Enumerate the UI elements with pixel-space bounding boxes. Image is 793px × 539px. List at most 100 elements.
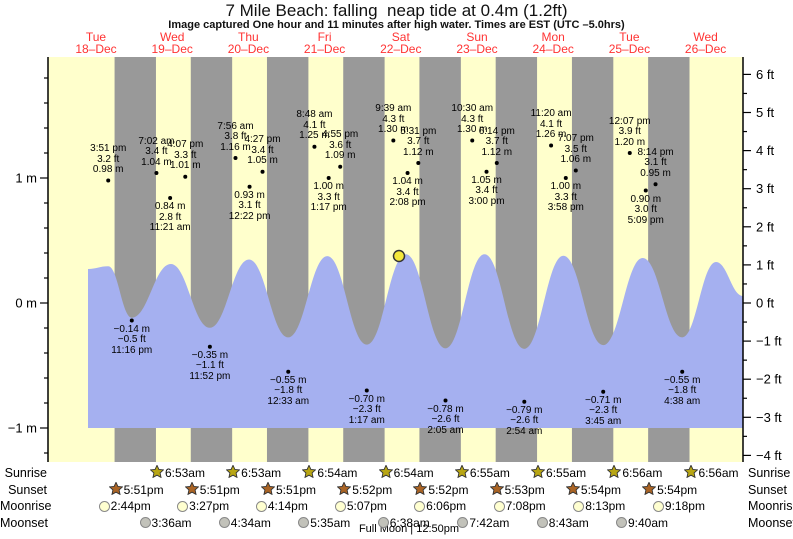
tide-point-dot xyxy=(573,168,578,173)
moonset-time: 5:35am xyxy=(310,515,351,530)
tide-point-label: −0.70 m −2.3 ft 1:17 am xyxy=(348,393,385,426)
tide-point-label: 4:55 pm 3.6 ft 1.09 m xyxy=(322,129,359,162)
right-axis-label: −3 ft xyxy=(756,410,782,425)
sunrise-time: 6:54am xyxy=(393,466,434,480)
tide-point-dot xyxy=(364,388,369,393)
tide-point-label: −0.14 m −0.5 ft 11:16 pm xyxy=(111,323,153,356)
moonrise-entry: 6:06pm xyxy=(413,499,466,513)
sunrise-entry: 6:56am xyxy=(683,464,739,481)
moonrise-circle-icon xyxy=(255,500,267,512)
row-label-moonset: Moonset xyxy=(0,515,48,530)
sunset-star-icon xyxy=(565,480,581,498)
tide-point-dot xyxy=(643,188,648,193)
sunset-star-icon xyxy=(108,480,124,498)
moonset-circle-icon xyxy=(218,517,230,528)
left-axis-label: −1 m xyxy=(8,421,37,436)
moonrise-time: 4:14pm xyxy=(267,499,308,513)
tide-point-dot xyxy=(183,174,188,179)
tide-point-dot xyxy=(326,176,331,180)
sunset-entry: 5:51pm xyxy=(260,480,316,497)
tide-point-label: 12:07 pm 3.9 ft 1.20 m xyxy=(608,115,651,148)
tide-point-dot xyxy=(338,164,343,169)
sunrise-star-icon xyxy=(149,464,165,481)
sunrise-entry: 6:53am xyxy=(225,464,281,481)
moonset-circle-icon xyxy=(139,517,151,528)
day-label: Sat 22–Dec xyxy=(380,30,422,56)
sunset-star-icon xyxy=(184,480,200,498)
tide-point-dot xyxy=(106,178,111,183)
tide-point-dot xyxy=(207,344,212,349)
tide-point-dot xyxy=(549,143,554,148)
sunrise-time: 6:53am xyxy=(164,466,205,480)
sunset-time: 5:52pm xyxy=(352,482,393,497)
moonrise-time: 8:13pm xyxy=(585,499,626,513)
sunrise-entry: 6:54am xyxy=(301,464,357,480)
sunset-star-icon xyxy=(412,480,428,498)
moonrise-circle-icon xyxy=(573,500,585,512)
sunset-entry: 5:54pm xyxy=(565,480,621,498)
moonrise-time: 6:06pm xyxy=(426,499,467,513)
tide-point-label: 3:51 pm 3.2 ft 0.98 m xyxy=(90,143,127,175)
tide-point-label: 4:27 pm 3.4 ft 1.05 m xyxy=(244,134,281,167)
tide-point-dot xyxy=(154,171,159,175)
day-label: Fri 21–Dec xyxy=(303,30,346,56)
left-axis-label: 1 m xyxy=(15,171,37,186)
row-label-sunrise: Sunrise xyxy=(4,466,47,480)
left-axis-label: 0 m xyxy=(15,296,37,311)
moonrise-circle-icon xyxy=(98,500,110,512)
tide-point-label: 6:14 pm 3.7 ft 1.12 m xyxy=(478,125,515,158)
moonset-time: 8:43am xyxy=(548,515,589,530)
moonset-entry: 6:38am xyxy=(377,516,430,530)
day-label: Mon 24–Dec xyxy=(532,30,574,56)
sunrise-star-icon xyxy=(606,464,622,481)
tide-point-dot xyxy=(405,171,410,175)
right-axis-label: 3 ft xyxy=(756,181,774,196)
tide-point-label: 1.00 m 3.3 ft 3:58 pm xyxy=(547,181,584,213)
row-label-sunrise: Sunrise xyxy=(748,466,791,480)
sunset-time: 5:54pm xyxy=(580,482,621,497)
moonset-entry: 9:40am xyxy=(615,516,668,530)
sunset-entry: 5:52pm xyxy=(336,480,393,497)
moonrise-entry: 2:44pm xyxy=(98,499,151,513)
sunset-time: 5:54pm xyxy=(657,482,698,497)
sunset-entry: 5:51pm xyxy=(108,480,164,498)
moonset-time: 9:40am xyxy=(627,515,669,530)
moonset-entry: 8:43am xyxy=(536,516,589,530)
moonset-time: 3:36am xyxy=(151,515,192,530)
sunset-time: 5:51pm xyxy=(123,482,164,497)
sunrise-time: 6:55am xyxy=(469,466,510,480)
day-label: Tue 18–Dec xyxy=(75,30,117,56)
tide-point-label: 11:20 am 4.1 ft 1.26 m xyxy=(530,108,572,140)
tide-point-dot xyxy=(391,138,396,143)
moonset-circle-icon xyxy=(615,517,627,528)
sunrise-star-icon xyxy=(530,464,546,481)
moonset-circle-icon xyxy=(377,517,389,528)
sunrise-star-icon xyxy=(454,464,470,481)
day-label: Thu 20–Dec xyxy=(227,30,270,56)
tide-point-label: 4:07 pm 3.3 ft 1.01 m xyxy=(167,139,204,172)
sunrise-entry: 6:56am xyxy=(606,464,662,481)
tide-point-dot xyxy=(680,369,685,374)
sunrise-entry: 6:55am xyxy=(454,464,510,481)
day-label: Sun 23–Dec xyxy=(456,30,498,56)
moonrise-circle-icon xyxy=(334,500,346,512)
moonrise-time: 3:27pm xyxy=(189,499,230,513)
moonset-circle-icon xyxy=(457,517,469,528)
sunset-time: 5:53pm xyxy=(504,482,545,497)
right-axis-label: 5 ft xyxy=(756,105,774,120)
moonset-entry: 7:42am xyxy=(456,516,509,530)
sunrise-star-icon xyxy=(683,464,698,481)
tide-point-label: −0.78 m −2.6 ft 2:05 am xyxy=(427,403,464,436)
tide-point-label: −0.79 m −2.6 ft 2:54 am xyxy=(506,404,543,437)
moonrise-entry: 4:14pm xyxy=(255,499,308,513)
day-label: Tue 25–Dec xyxy=(608,30,651,56)
tide-point-label: −0.71 m −2.3 ft 3:45 am xyxy=(584,394,622,427)
moonset-circle-icon xyxy=(298,517,310,528)
sunrise-star-icon xyxy=(225,464,241,481)
sunset-entry: 5:54pm xyxy=(641,480,698,497)
tide-point-dot xyxy=(168,196,173,200)
right-axis-label: −1 ft xyxy=(756,334,782,349)
sunrise-time: 6:56am xyxy=(698,466,739,480)
